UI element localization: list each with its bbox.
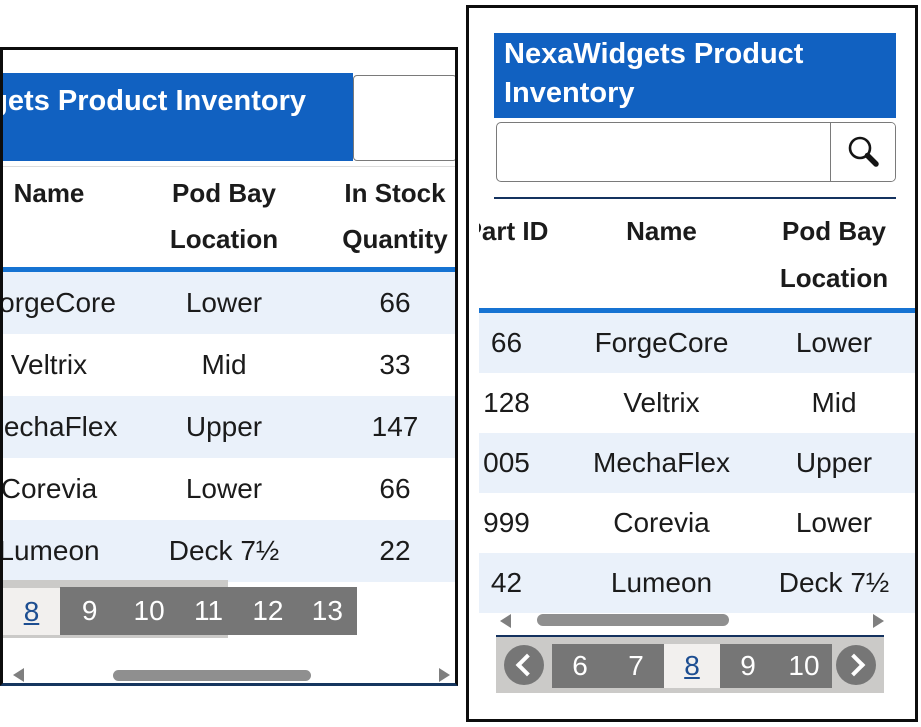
table-row: 42 Lumeon Deck 7½ <box>479 553 915 613</box>
inventory-table: Part ID Name Pod Bay Location 66 ForgeCo… <box>479 206 915 621</box>
cell-quantity: 22 <box>379 535 411 566</box>
page-number[interactable]: 8 <box>23 595 40 627</box>
cell-name: MechaFlex <box>593 447 730 478</box>
table-row: ForgeCore Lower 66 <box>0 272 455 334</box>
table-row: MechaFlex Upper 147 <box>3 396 455 458</box>
cell-part-id: 005 <box>483 447 530 478</box>
magnifier-icon <box>848 136 879 167</box>
table-header-row: Name Pod Bay Location In Stock Quantity <box>3 170 455 262</box>
triangle-left-icon[interactable] <box>13 668 24 682</box>
table-row: Lumeon Deck 7½ 22 <box>0 520 455 582</box>
pagination-current-page[interactable]: 8 <box>3 588 60 635</box>
table-row: 66 ForgeCore Lower <box>479 313 915 373</box>
page-button[interactable]: 11 <box>193 595 224 626</box>
page-button[interactable]: 10 <box>133 595 165 626</box>
pagination-pages: 6 7 <box>552 644 664 688</box>
cell-part-id: 66 <box>490 327 523 358</box>
table-row: 128 Veltrix Mid <box>479 373 915 433</box>
table-row: Corevia Lower 66 <box>0 458 455 520</box>
cell-name: Veltrix <box>10 349 88 380</box>
page-button[interactable]: 9 <box>81 595 98 626</box>
pagination-current-page[interactable]: 8 <box>664 644 720 688</box>
cell-location: Deck 7½ <box>778 567 890 598</box>
cell-location: Deck 7½ <box>168 535 280 566</box>
pagination-pages: 9 10 11 12 13 <box>60 587 357 635</box>
search-box <box>496 122 896 182</box>
table-row: 999 Corevia Lower <box>479 493 915 553</box>
page-number[interactable]: 8 <box>684 650 700 681</box>
cell-location: Mid <box>201 349 247 380</box>
search-input[interactable] <box>354 76 455 160</box>
cell-part-id: 42 <box>490 567 523 598</box>
cell-part-id: 128 <box>483 387 530 418</box>
horizontal-scrollbar-thumb[interactable] <box>537 614 729 626</box>
app-title: NexaWidgets Product Inventory <box>3 85 307 117</box>
table-row: 005 MechaFlex Upper <box>479 433 915 493</box>
cell-quantity: 66 <box>379 473 411 504</box>
next-page-button[interactable] <box>836 645 876 685</box>
cell-quantity: 33 <box>379 349 411 380</box>
chevron-left-icon <box>515 653 538 677</box>
pagination-pages: 9 10 <box>720 644 832 688</box>
cell-name: Veltrix <box>623 387 700 418</box>
triangle-left-icon[interactable] <box>500 614 511 628</box>
right-window: NexaWidgets Product Inventory Part ID Na… <box>466 5 918 722</box>
cell-name: Corevia <box>0 473 98 504</box>
cell-name: Lumeon <box>0 535 100 566</box>
column-header-location: Pod Bay Location <box>779 216 889 293</box>
table-row: Veltrix Mid 33 <box>3 334 455 396</box>
cell-location: Lower <box>185 287 263 318</box>
column-header-part-id: Part ID <box>479 216 549 246</box>
page-button[interactable]: 9 <box>740 650 756 681</box>
cell-name: ForgeCore <box>0 287 116 318</box>
grid-top-rule <box>494 197 896 199</box>
column-header-quantity: In Stock Quantity <box>342 178 448 254</box>
pagination-bar: 6 7 8 9 10 <box>496 635 884 693</box>
app-title-bar: NexaWidgets Product Inventory <box>3 73 353 161</box>
triangle-right-icon[interactable] <box>439 668 450 682</box>
cell-location: Lower <box>795 507 873 538</box>
cell-name: ForgeCore <box>594 327 729 358</box>
cell-name: Lumeon <box>610 567 713 598</box>
inventory-table-body: 66 ForgeCore Lower 128 Veltrix Mid 005 M… <box>479 313 915 613</box>
page-button[interactable]: 6 <box>572 650 588 681</box>
page-button[interactable]: 12 <box>252 595 284 626</box>
triangle-right-icon[interactable] <box>873 614 884 628</box>
chevron-right-icon <box>842 653 865 677</box>
app-title-bar: NexaWidgets Product Inventory <box>494 33 896 118</box>
cell-name: MechaFlex <box>3 411 118 442</box>
cell-location: Lower <box>795 327 873 358</box>
column-header-name: Name <box>13 178 85 208</box>
horizontal-scrollbar-thumb[interactable] <box>113 670 311 681</box>
cell-name: Corevia <box>613 507 710 538</box>
page-button[interactable]: 13 <box>311 595 343 626</box>
app-title: NexaWidgets Product Inventory <box>504 38 804 109</box>
search-button[interactable] <box>830 123 895 181</box>
previous-page-button[interactable] <box>504 645 544 685</box>
divider <box>3 166 455 167</box>
cell-location: Lower <box>185 473 263 504</box>
search-input[interactable] <box>497 123 830 181</box>
page-button[interactable]: 7 <box>628 650 644 681</box>
cell-location: Upper <box>185 411 263 442</box>
cell-location: Mid <box>811 387 857 418</box>
inventory-table-header: Name Pod Bay Location In Stock Quantity <box>3 170 455 262</box>
page-button[interactable]: 10 <box>788 650 820 681</box>
cell-part-id: 999 <box>483 507 530 538</box>
table-header-row: Part ID Name Pod Bay Location <box>479 206 915 302</box>
cell-quantity: 66 <box>379 287 411 318</box>
header-underline <box>3 267 455 272</box>
column-header-name: Name <box>626 216 697 246</box>
cell-quantity: 147 <box>371 411 419 442</box>
column-header-location: Pod Bay Location <box>169 178 279 254</box>
inventory-table-body: ForgeCore Lower 66 Veltrix Mid 33 MechaF… <box>0 272 455 582</box>
cell-location: Upper <box>795 447 873 478</box>
left-window: NexaWidgets Product Inventory Name Pod B… <box>0 47 458 686</box>
search-box <box>353 75 455 161</box>
header-underline <box>479 308 915 313</box>
